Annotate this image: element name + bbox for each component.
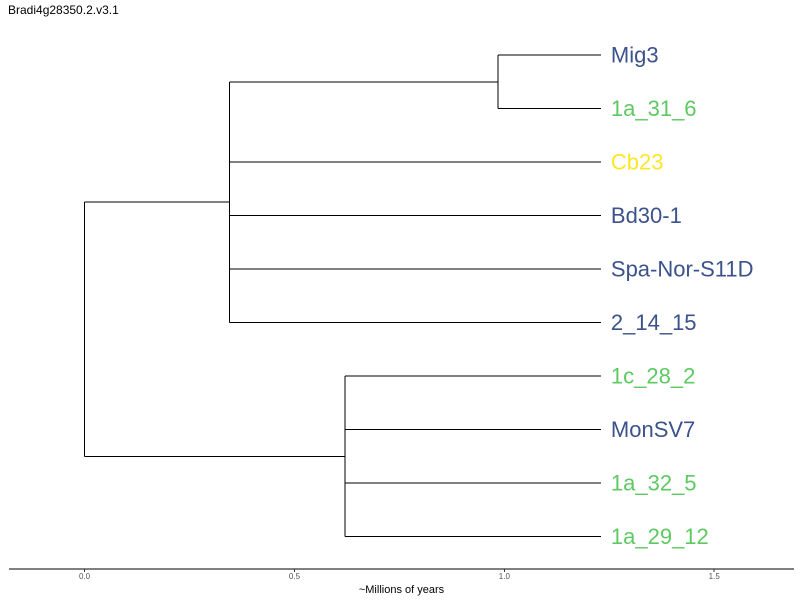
- tip-label: 1a_32_5: [611, 471, 697, 496]
- x-axis-label: ~Millions of years: [359, 584, 445, 596]
- tip-label: Spa-Nor-S11D: [611, 257, 754, 282]
- x-tick-label: 1.0: [499, 572, 511, 581]
- tip-labels: Mig3 1a_31_6 Cb23 Bd30-1 Spa-Nor-S11D 2_14_15…: [611, 43, 754, 550]
- x-tick-label: 0.5: [289, 572, 301, 581]
- x-tick-label: 0.0: [79, 572, 91, 581]
- tip-label: 1a_31_6: [611, 96, 697, 121]
- x-tick-label: 1.5: [709, 572, 721, 581]
- tip-label: MonSV7: [611, 417, 695, 442]
- tip-label: Mig3: [611, 43, 659, 68]
- tip-label: 2_14_15: [611, 310, 697, 335]
- tip-label: Cb23: [611, 150, 664, 175]
- tip-label: Bd30-1: [611, 203, 682, 228]
- tree-branches: [84, 54, 601, 537]
- x-axis-ticks: 0.0 0.5 1.0 1.5: [79, 569, 720, 581]
- tip-label: 1a_29_12: [611, 524, 709, 549]
- x-axis: 0.0 0.5 1.0 1.5: [9, 568, 794, 581]
- chart-title: Bradi4g28350.2.v3.1: [8, 3, 119, 17]
- tip-label: 1c_28_2: [611, 364, 695, 389]
